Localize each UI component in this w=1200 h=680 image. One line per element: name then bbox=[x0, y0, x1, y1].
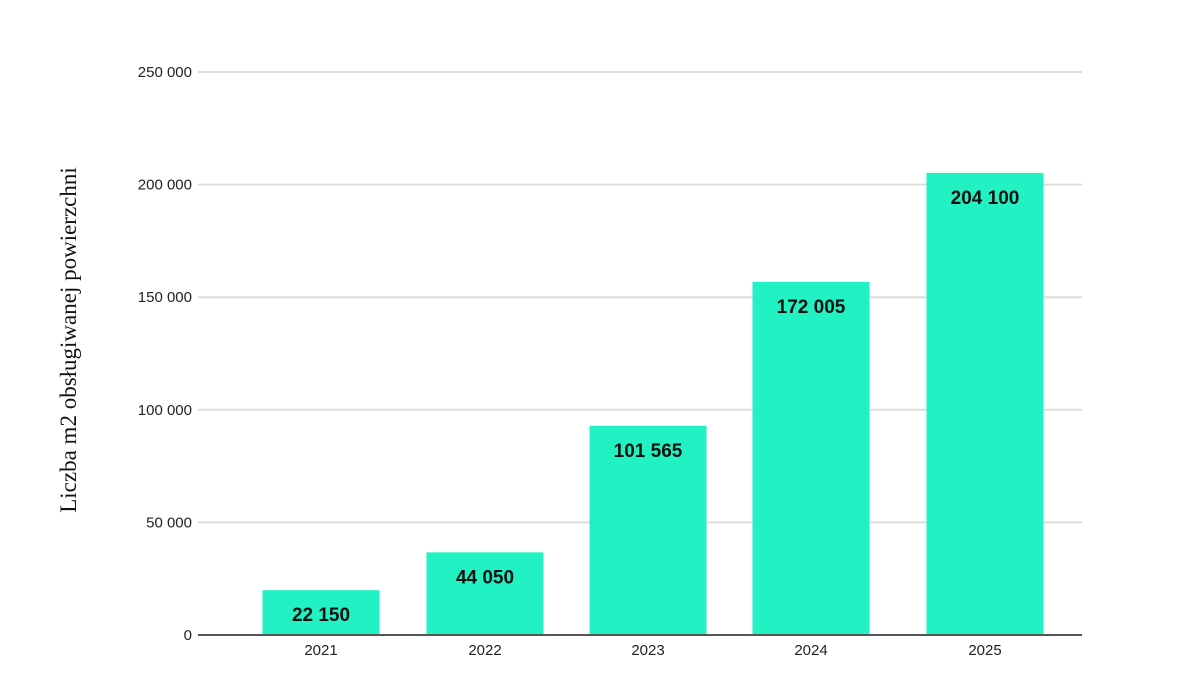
data-label: 44 050 bbox=[456, 567, 514, 588]
y-tick-label: 100 000 bbox=[138, 402, 192, 419]
bar-2022 bbox=[426, 552, 544, 635]
data-label: 101 565 bbox=[614, 441, 683, 462]
y-tick-label: 50 000 bbox=[146, 514, 192, 531]
x-tick-label: 2022 bbox=[468, 642, 501, 659]
bars-layer bbox=[262, 172, 1044, 636]
bar-2023 bbox=[589, 425, 707, 635]
data-label: 172 005 bbox=[777, 297, 846, 318]
bar-2021 bbox=[262, 590, 380, 635]
x-tick-label: 2024 bbox=[794, 642, 827, 659]
y-tick-label: 150 000 bbox=[138, 289, 192, 306]
y-tick-label: 0 bbox=[184, 627, 192, 644]
y-axis-title: Liczba m2 obsługiwanej powierzchni bbox=[56, 167, 81, 513]
y-tick-label: 200 000 bbox=[138, 177, 192, 194]
labels-layer: 0 50 000 100 000 150 000 200 000 250 000 22 15… bbox=[138, 64, 1020, 659]
x-tick-label: 2023 bbox=[631, 642, 664, 659]
bar-2024 bbox=[752, 281, 870, 635]
y-tick-label: 250 000 bbox=[138, 64, 192, 81]
data-label: 22 150 bbox=[292, 605, 350, 626]
bar-2025 bbox=[926, 172, 1044, 636]
data-label: 204 100 bbox=[951, 188, 1020, 209]
x-tick-label: 2021 bbox=[304, 642, 337, 659]
x-tick-label: 2025 bbox=[968, 642, 1001, 659]
